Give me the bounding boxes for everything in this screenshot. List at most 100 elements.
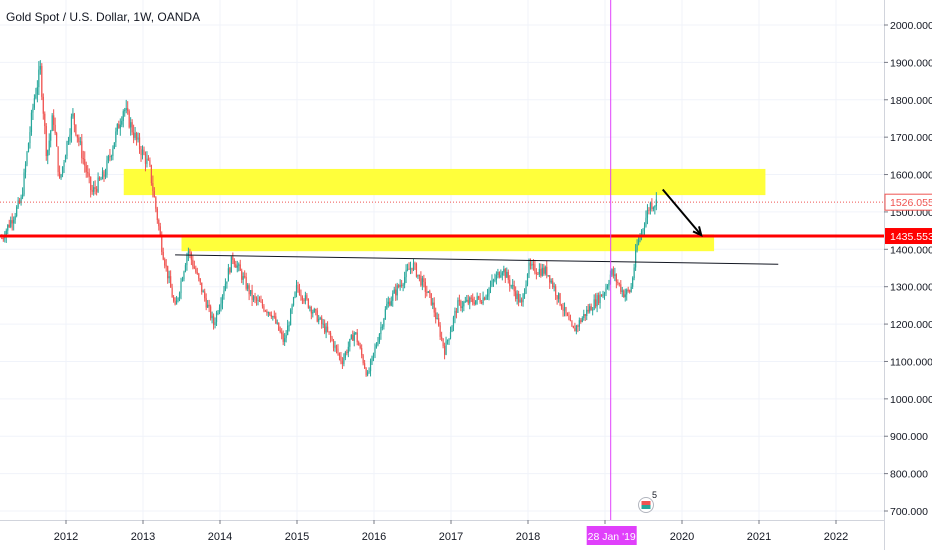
candle-body (69, 134, 71, 141)
candle-body (223, 290, 225, 296)
candle-body (53, 115, 55, 125)
candle-body (134, 132, 136, 138)
candle-body (184, 265, 187, 272)
candle-body (389, 301, 391, 306)
candle-body (16, 207, 18, 217)
candle-body (121, 120, 123, 125)
candle-body (137, 137, 139, 140)
candle-body (164, 259, 166, 266)
candle-body (189, 251, 191, 254)
candle-body (590, 306, 592, 311)
candle-body (412, 263, 415, 270)
candle-body (310, 307, 312, 314)
candle-body (406, 268, 409, 270)
candle-body (21, 194, 24, 198)
candle-body (64, 155, 67, 163)
candle-body (322, 323, 324, 325)
candle-body (13, 219, 15, 224)
candle-body (386, 303, 388, 310)
candle-body (173, 297, 175, 301)
candle-body (409, 267, 412, 270)
candle-body (260, 301, 262, 303)
candle-body (135, 132, 138, 140)
candle-body (78, 137, 80, 142)
candle-body (639, 236, 641, 240)
candle-body (586, 309, 588, 316)
candle-body (566, 313, 569, 316)
candle-body (281, 332, 283, 335)
candle-body (131, 122, 133, 133)
candle-body (81, 141, 83, 159)
candle-body (103, 171, 105, 177)
candle-body (244, 276, 246, 278)
candle-body (90, 176, 92, 190)
candle-body (73, 113, 75, 125)
candle-body (395, 289, 397, 296)
candle-body (329, 332, 332, 338)
candle-body (42, 96, 44, 114)
time-tick-label: 2020 (670, 531, 694, 543)
candle-body (218, 307, 221, 313)
candle-body (516, 293, 518, 299)
candle-body (449, 332, 452, 339)
candle-body (61, 166, 64, 175)
candle-body (146, 158, 148, 164)
candle-body (482, 297, 484, 304)
candle-body (301, 296, 304, 301)
candle-body (559, 293, 561, 305)
candle-body (190, 253, 192, 260)
candle-body (433, 302, 435, 313)
candle-body (14, 216, 16, 220)
time-tick-label: 2021 (747, 531, 771, 543)
candle-body (278, 322, 280, 331)
candle-body (72, 113, 74, 117)
candle-body (612, 269, 614, 276)
candle-body (525, 284, 527, 294)
candle-body (230, 256, 232, 273)
candle-body (331, 337, 333, 341)
candle-body (568, 315, 570, 320)
candle-body (470, 297, 472, 299)
candle-body (528, 262, 530, 274)
candle-body (438, 318, 440, 326)
candle-body (208, 304, 210, 307)
candle-body (488, 288, 490, 295)
candle-body (153, 191, 155, 198)
candle-body (266, 310, 268, 313)
candle-body (26, 152, 28, 165)
candle-body (292, 297, 295, 306)
candle-body (104, 174, 107, 177)
candle-body (285, 335, 287, 339)
candle-body (427, 291, 429, 293)
candle-body (541, 267, 543, 276)
candle-body (186, 254, 188, 266)
candle-body (198, 273, 200, 279)
candle-body (275, 316, 277, 324)
candle-body (421, 278, 423, 286)
candle-body (51, 115, 53, 131)
candle-body (156, 208, 158, 221)
candle-body (252, 296, 255, 300)
candle-body (390, 300, 392, 306)
candle-body (369, 361, 372, 372)
candle-body (481, 302, 483, 304)
candle-body (334, 345, 336, 348)
candle-body (211, 315, 213, 319)
candle-body (258, 299, 261, 302)
candle-body (442, 338, 444, 346)
candles (1, 60, 657, 377)
candle-body (553, 286, 555, 288)
candle-body (485, 296, 487, 300)
candle-body (535, 272, 537, 274)
candle-body (343, 357, 345, 364)
candle-body (204, 291, 206, 299)
candle-body (5, 230, 7, 238)
candle-body (195, 268, 197, 273)
price-tick-label: 1400.000 (890, 244, 932, 256)
candle-body (378, 334, 381, 342)
resistance-zone (123, 168, 766, 196)
candle-body (417, 274, 419, 277)
last-price-label: 1526.055 (890, 197, 932, 209)
